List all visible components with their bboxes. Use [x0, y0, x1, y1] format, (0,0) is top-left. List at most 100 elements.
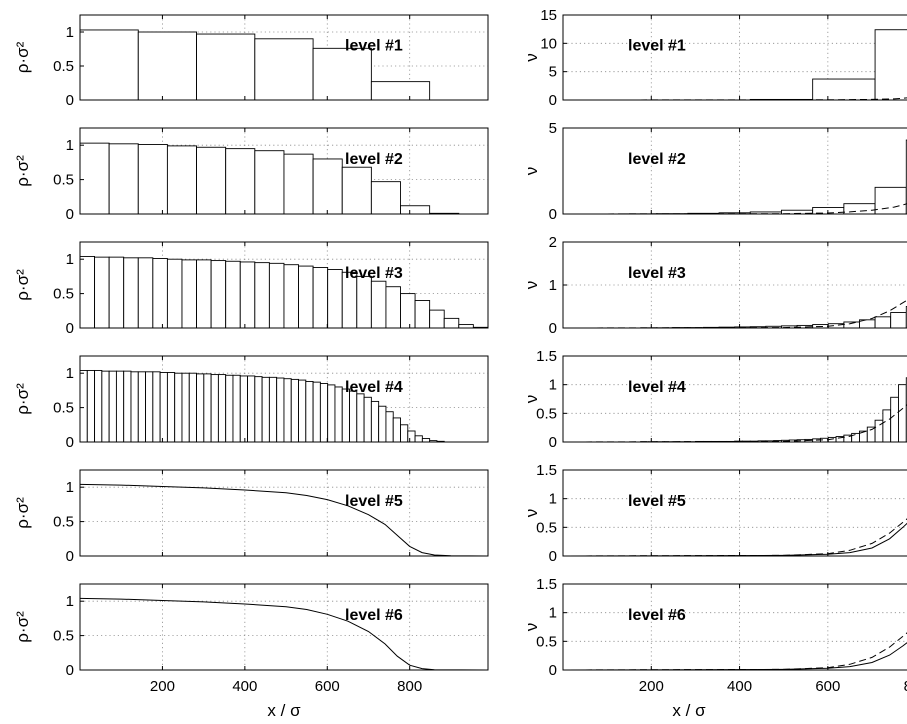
plot-area [80, 470, 488, 557]
histogram-bar [378, 405, 387, 443]
panel-label: level #5 [628, 493, 686, 510]
panel-left-5: 0 0.5 1 ρ·σ² level #5 [13, 469, 489, 565]
y-tick-label: 1 [66, 137, 74, 154]
histogram-bar [874, 186, 907, 215]
x-tick-label: 400 [727, 678, 752, 695]
histogram-bar [400, 293, 416, 329]
histogram-bar [174, 372, 183, 443]
histogram-bar [247, 375, 256, 443]
histogram-bar [166, 145, 197, 215]
panel-right-1: 0 5 10 15 ν level #1 [522, 7, 907, 109]
panel-label: level #6 [628, 607, 686, 624]
plot-area [563, 584, 907, 671]
panel-left-3: 0 0.5 1 ρ·σ² level #3 [13, 241, 489, 337]
histogram-bar [851, 432, 860, 443]
histogram-bar [225, 148, 256, 215]
histogram-bar [312, 267, 329, 329]
histogram-bar [210, 374, 219, 443]
histogram-bar [137, 257, 154, 329]
histogram-bar [159, 372, 168, 443]
histogram-bar [898, 384, 907, 443]
axes-frame [562, 469, 907, 557]
plot-area [80, 242, 488, 329]
y-axis-label: ρ·σ² [13, 155, 32, 187]
histogram-bar [94, 369, 103, 443]
histogram-bar [283, 264, 299, 329]
x-axis-label: x / σ [267, 701, 301, 720]
plot-area [563, 128, 907, 215]
histogram-bar [392, 417, 401, 443]
y-tick-label: 0.5 [536, 633, 557, 650]
y-axis-label: ν [522, 53, 541, 62]
y-tick-label: 0.5 [536, 405, 557, 422]
y-tick-label: 5 [549, 64, 557, 81]
histogram-bar [181, 372, 190, 443]
y-tick-label: 1 [66, 24, 74, 41]
histogram-bar [319, 383, 329, 443]
histogram-bar [334, 386, 343, 443]
panel-right-3: 0 1 2 ν level #3 [522, 234, 907, 337]
histogram-bar [108, 370, 117, 443]
panel-left-1: 0 0.5 1 ρ·σ² level #1 [13, 14, 489, 109]
histogram-bar [370, 280, 387, 329]
y-tick-label: 1 [549, 277, 557, 294]
dashed-series-line [563, 203, 907, 215]
x-tick-label: 800 [397, 678, 422, 695]
y-tick-label: 1 [66, 365, 74, 382]
histogram-bar [400, 205, 431, 215]
y-axis-label: ν [522, 395, 541, 404]
y-tick-label: 1 [549, 605, 557, 622]
panel-label: level #6 [345, 607, 403, 624]
histogram-bar [101, 370, 110, 443]
y-axis-label: ρ·σ² [13, 269, 32, 301]
histogram-bar [108, 143, 139, 215]
y-tick-label: 1.5 [536, 348, 557, 365]
histogram-bar [363, 396, 372, 443]
panel-label: level #4 [345, 379, 403, 396]
histogram-bar [137, 371, 147, 443]
histogram-bar [874, 29, 907, 101]
histogram-bar [196, 373, 205, 443]
histogram-bar [86, 369, 96, 443]
histogram-bar [385, 411, 394, 443]
x-tick-label: 200 [150, 678, 175, 695]
y-tick-label: 1 [549, 491, 557, 508]
histogram-bar [812, 78, 876, 101]
y-axis-label: ν [522, 167, 541, 176]
histogram-bar [407, 430, 416, 443]
y-axis-label: ρ·σ² [13, 41, 32, 73]
histogram-bar [421, 438, 431, 443]
histogram-bar [188, 372, 197, 443]
histogram-bar [327, 269, 343, 329]
panel-label: level #3 [628, 265, 686, 282]
solid-series-line [563, 522, 907, 557]
histogram-bar [298, 379, 307, 443]
histogram-bar [196, 33, 256, 101]
y-tick-label: 10 [540, 35, 557, 52]
y-tick-label: 1.5 [536, 576, 557, 593]
panel-label: level #2 [628, 151, 686, 168]
histogram-bar [232, 374, 241, 443]
histogram-bar [327, 384, 336, 443]
histogram-bar [123, 257, 139, 329]
axes-frame [79, 241, 489, 329]
histogram-bar [370, 400, 380, 443]
histogram-bar [137, 144, 168, 215]
y-axis-label: ρ·σ² [13, 383, 32, 415]
y-tick-label: 0 [66, 548, 74, 565]
y-tick-label: 0 [66, 206, 74, 223]
panel-right-4: 0 0.5 1 1.5 ν level #4 [522, 348, 907, 451]
histogram-bar [225, 374, 234, 443]
histogram-bar [108, 256, 125, 329]
histogram-bar [341, 166, 372, 215]
histogram-bar [312, 47, 372, 101]
y-tick-label: 15 [540, 7, 557, 24]
histogram-bar [152, 371, 161, 443]
plot-area [563, 15, 907, 101]
histogram-bar [239, 261, 256, 329]
plot-area [80, 15, 488, 101]
plot-area [80, 356, 488, 443]
y-axis-label: ρ·σ² [13, 611, 32, 643]
y-tick-label: 1 [66, 593, 74, 610]
histogram-bar [385, 286, 401, 329]
